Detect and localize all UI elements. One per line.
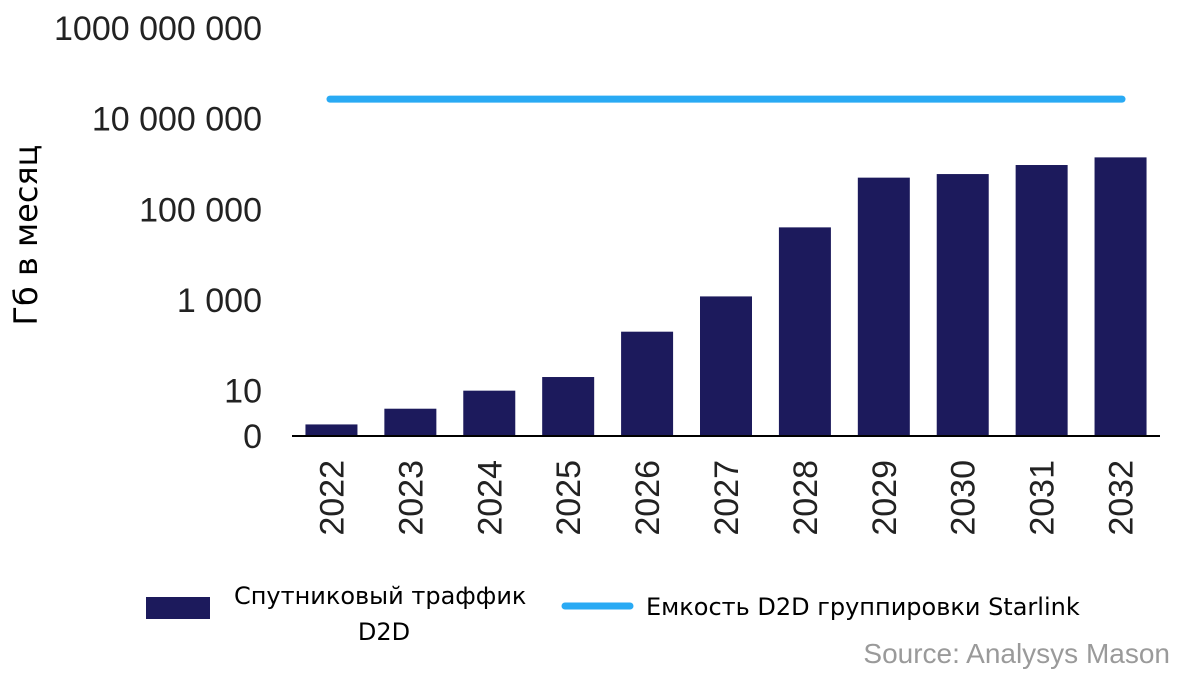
x-tick-label: 2029 [866,460,904,536]
legend-label-line: Емкость D2D группировки Starlink [646,593,1080,621]
bar-2027 [700,296,752,436]
x-tick-label: 2022 [313,460,351,536]
bar-2024 [463,390,516,436]
x-tick-label: 2026 [629,460,667,536]
x-axis-ticks: 2022 2023 2024 2025 2026 2027 2028 2029 2030 2031… [313,460,1140,536]
legend-label-bars-line-2: D2D [358,618,410,646]
bar-2025 [542,377,595,436]
x-tick-label: 2027 [708,460,746,536]
bars [305,157,1147,437]
x-tick-label: 2025 [550,460,588,536]
bar-2028 [778,227,831,436]
bar-2023 [384,408,437,436]
y-tick-label: 100 000 [139,191,262,229]
bar-2032 [1094,157,1147,436]
bar-2031 [1015,165,1068,436]
x-tick-label: 2028 [787,460,825,536]
bar-2026 [621,331,674,436]
legend-swatch-bars [146,597,210,619]
bar-2030 [936,174,989,437]
x-tick-label: 2031 [1024,460,1062,536]
bar-2029 [857,177,910,436]
legend: Спутниковый траффик D2D Емкость D2D груп… [146,582,1080,646]
y-tick-label: 1000 000 000 [54,10,262,48]
y-tick-label: 1 000 [177,282,262,320]
x-tick-label: 2030 [945,460,983,536]
source-note: Source: Analysys Mason [863,638,1170,669]
y-tick-label: 0 [243,418,262,456]
x-tick-label: 2032 [1103,460,1141,536]
y-tick-label: 10 000 000 [92,101,262,139]
x-tick-label: 2024 [471,460,509,536]
y-axis-ticks: 0 10 1 000 100 000 10 000 000 1000 000 000 [54,10,262,456]
x-tick-label: 2023 [392,460,430,536]
y-axis-title: Гб в месяц [7,145,45,326]
legend-label-bars: Спутниковый траффик D2D [234,582,534,646]
bar-2022 [305,424,358,436]
y-tick-label: 10 [224,373,262,411]
legend-label-bars-line-1: Спутниковый траффик [234,582,526,610]
